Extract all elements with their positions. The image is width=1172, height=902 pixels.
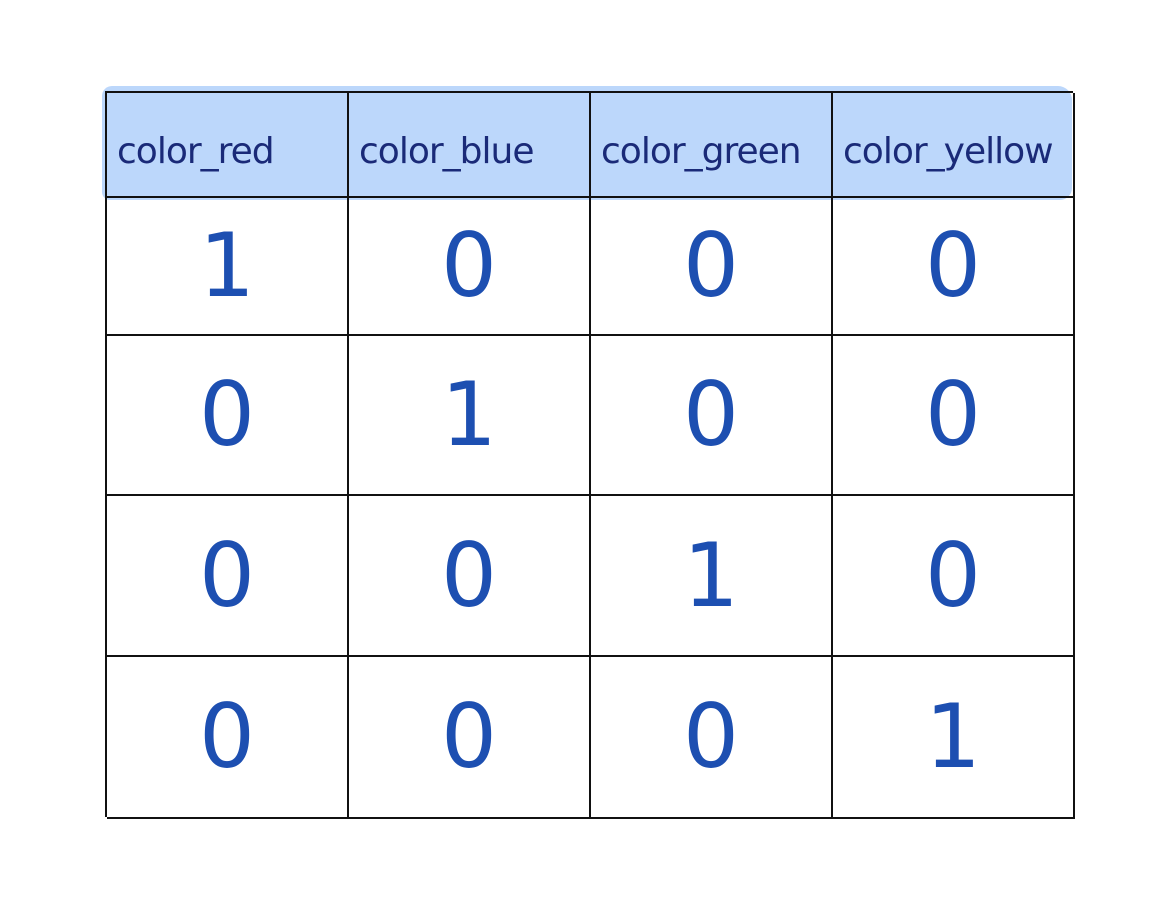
one-hot-table: color_red color_blue color_green color_y… (105, 91, 1075, 819)
header-cell-color-blue: color_blue (349, 93, 591, 198)
table-cell: 0 (107, 657, 349, 819)
table-cell: 1 (591, 496, 833, 657)
table-cell: 0 (833, 496, 1075, 657)
header-cell-color-yellow: color_yellow (833, 93, 1075, 198)
table-cell: 0 (833, 336, 1075, 496)
header-cell-color-green: color_green (591, 93, 833, 198)
table-cell: 0 (833, 198, 1075, 336)
table-cell: 0 (107, 336, 349, 496)
table-cell: 1 (349, 336, 591, 496)
table-cell: 0 (349, 198, 591, 336)
table-cell: 0 (591, 336, 833, 496)
table-cell: 1 (107, 198, 349, 336)
table-cell: 0 (107, 496, 349, 657)
table-cell: 0 (591, 198, 833, 336)
header-cell-color-red: color_red (107, 93, 349, 198)
table-cell: 0 (349, 496, 591, 657)
table-cell: 0 (591, 657, 833, 819)
table-cell: 0 (349, 657, 591, 819)
header-highlight (102, 86, 1072, 200)
table-cell: 1 (833, 657, 1075, 819)
